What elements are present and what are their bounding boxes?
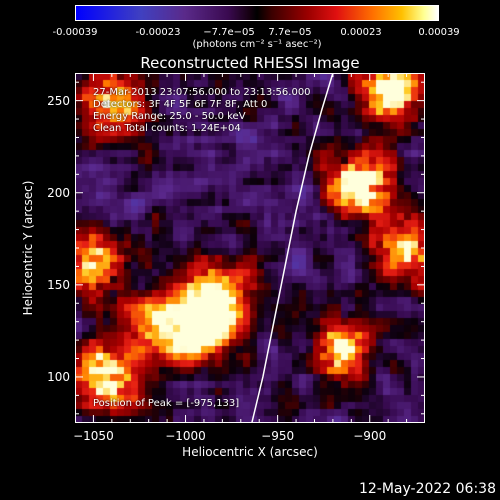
- x-axis-label: Heliocentric X (arcsec): [182, 445, 318, 459]
- heatmap-image: [75, 73, 425, 423]
- colorbar-tick-label: 7.7e−05: [268, 27, 312, 38]
- detectors-label: Detectors: 3F 4F 5F 6F 7F 8F, Att 0: [93, 99, 268, 110]
- x-tick-label: −1000: [165, 429, 206, 443]
- y-tick-label: 250: [47, 93, 70, 108]
- y-tick-label: 200: [47, 185, 70, 200]
- colorbar-tick-label: 0.00039: [418, 27, 460, 38]
- plot-frame: [75, 73, 425, 423]
- chart-title: Reconstructed RHESSI Image: [140, 54, 360, 72]
- time-range-label: 27-Mar-2013 23:07:56.000 to 23:13:56.000: [93, 87, 311, 98]
- y-axis-label: Heliocentric Y (arcsec): [21, 180, 35, 316]
- peak-position-label: Position of Peak = [-975,133]: [93, 398, 240, 409]
- x-tick-label: −1050: [73, 429, 114, 443]
- y-tick-label: 150: [47, 277, 70, 292]
- x-tick-label: −900: [353, 429, 387, 443]
- solar-limb-line: [251, 73, 334, 423]
- colorbar: [75, 5, 439, 21]
- clean-counts-label: Clean Total counts: 1.24E+04: [93, 123, 241, 134]
- colorbar-tick-label: -0.00039: [52, 27, 98, 38]
- timestamp-footer: 12-May-2022 06:38: [358, 481, 496, 497]
- colorbar-tick-label: −7.7e−05: [203, 27, 255, 38]
- colorbar-tick-label: 0.00023: [340, 27, 382, 38]
- energy-range-label: Energy Range: 25.0 - 50.0 keV: [93, 111, 246, 122]
- colorbar-tick-label: -0.00023: [135, 27, 181, 38]
- colorbar-unit-label: (photons cm⁻² s⁻¹ asec⁻²): [192, 39, 322, 50]
- y-tick-label: 100: [47, 369, 70, 384]
- x-tick-label: −950: [261, 429, 295, 443]
